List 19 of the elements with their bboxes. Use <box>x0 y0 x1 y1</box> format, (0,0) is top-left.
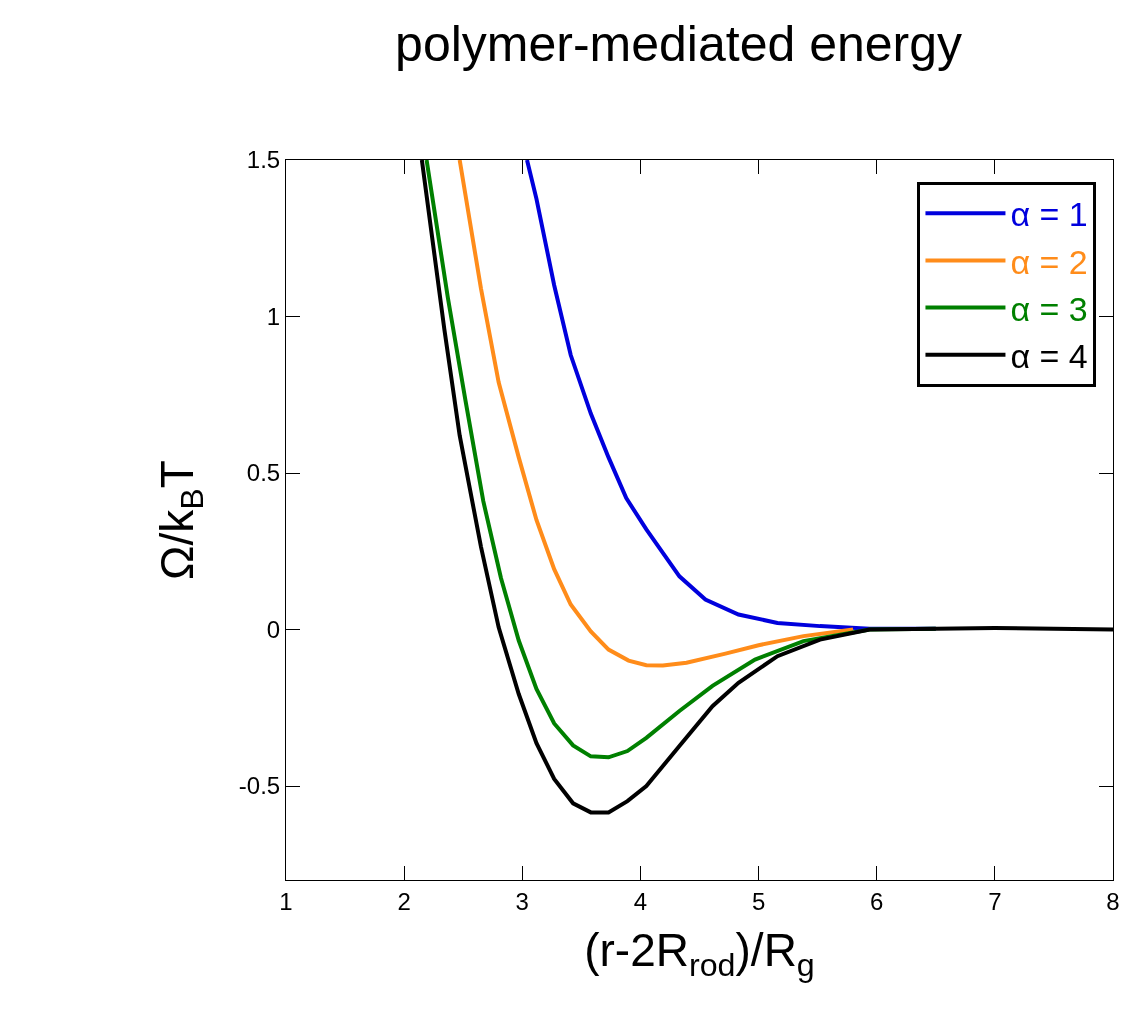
x-tick-label: 4 <box>633 887 648 915</box>
x-tick-label: 7 <box>988 887 1002 915</box>
y-tick-label: 0.5 <box>246 459 281 487</box>
chart-title: polymer-mediated energy <box>395 15 963 72</box>
x-tick-label: 3 <box>515 887 529 915</box>
line-series <box>457 160 856 668</box>
legend-label: α = 3 <box>1010 289 1088 328</box>
y-tick-label: 0 <box>266 615 281 643</box>
legend-label: α = 1 <box>1010 195 1088 234</box>
y-tick-label: 1 <box>266 302 281 330</box>
y-tick-label: 1.5 <box>246 146 281 174</box>
x-tick-label: 2 <box>397 887 411 915</box>
x-axis-title: (r-2R$_{rod}$)/R$_{g}$ <box>584 924 815 984</box>
legend-label: α = 4 <box>1010 337 1088 376</box>
x-tick-label: 6 <box>870 887 884 915</box>
legend-label: α = 2 <box>1010 242 1088 281</box>
y-tick-label: -0.5 <box>238 772 281 800</box>
x-tick-label: 5 <box>751 887 766 915</box>
x-tick-label: 8 <box>1106 887 1120 915</box>
